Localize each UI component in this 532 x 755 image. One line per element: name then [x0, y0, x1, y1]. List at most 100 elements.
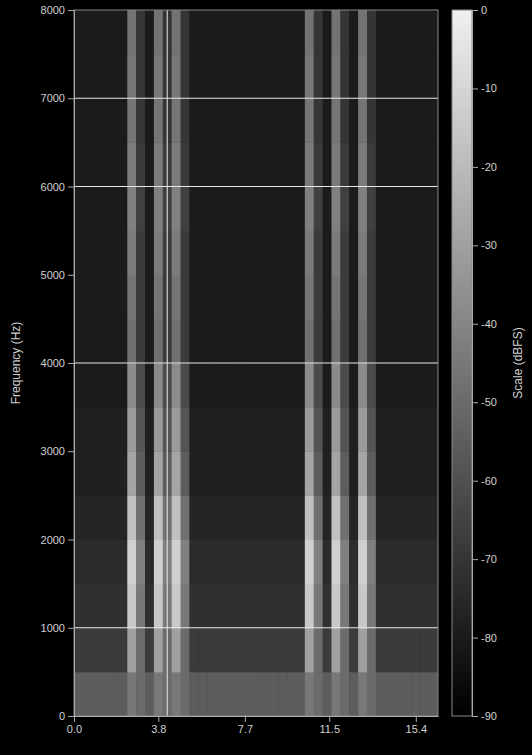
- cell: [331, 628, 340, 673]
- cell: [127, 407, 136, 452]
- cell: [172, 98, 181, 143]
- cell: [243, 584, 252, 629]
- cell: [269, 98, 278, 143]
- cell: [331, 584, 340, 629]
- cell: [252, 10, 261, 55]
- cell: [154, 10, 163, 55]
- cell: [394, 584, 403, 629]
- cell: [402, 319, 411, 364]
- cell: [269, 584, 278, 629]
- cell: [145, 187, 154, 232]
- cell: [260, 98, 269, 143]
- cell: [402, 672, 411, 716]
- cell: [74, 628, 83, 673]
- cell: [305, 54, 314, 99]
- cell: [189, 407, 198, 452]
- cell: [429, 540, 438, 585]
- cell: [376, 363, 385, 408]
- cell: [260, 275, 269, 320]
- cell: [260, 628, 269, 673]
- cell: [207, 98, 216, 143]
- cell: [278, 10, 287, 55]
- cell: [110, 54, 119, 99]
- cell: [402, 142, 411, 187]
- cell: [154, 628, 163, 673]
- cell: [154, 363, 163, 408]
- cell: [92, 231, 101, 276]
- cell: [136, 231, 145, 276]
- cell: [172, 319, 181, 364]
- plot-frame: [74, 10, 438, 716]
- cell: [331, 187, 340, 232]
- cell: [331, 363, 340, 408]
- cell: [74, 451, 83, 496]
- cell: [278, 54, 287, 99]
- tick: -80: [472, 632, 497, 644]
- cell: [429, 584, 438, 629]
- cell: [234, 142, 243, 187]
- cell: [278, 540, 287, 585]
- cell: [198, 54, 207, 99]
- cell: [92, 495, 101, 540]
- cell: [394, 672, 403, 716]
- tick-label: 0: [481, 4, 487, 16]
- cell: [234, 628, 243, 673]
- cell: [260, 495, 269, 540]
- cell: [83, 231, 92, 276]
- cell: [154, 54, 163, 99]
- cell: [260, 672, 269, 716]
- y-axis: 010002000300040005000600070008000: [41, 4, 75, 722]
- cell: [118, 231, 127, 276]
- cell: [172, 54, 181, 99]
- cell: [252, 584, 261, 629]
- cell: [323, 98, 332, 143]
- cell: [225, 451, 234, 496]
- cell: [74, 187, 83, 232]
- cell: [216, 540, 225, 585]
- cell: [127, 451, 136, 496]
- cell: [110, 231, 119, 276]
- cell: [243, 495, 252, 540]
- cell: [367, 451, 376, 496]
- cell: [296, 98, 305, 143]
- cell: [234, 54, 243, 99]
- cell: [198, 275, 207, 320]
- cell: [367, 495, 376, 540]
- cell: [269, 495, 278, 540]
- cell: [181, 142, 190, 187]
- cell: [323, 54, 332, 99]
- cell: [145, 275, 154, 320]
- cell: [260, 540, 269, 585]
- cell: [314, 187, 323, 232]
- cell: [296, 363, 305, 408]
- cell: [376, 54, 385, 99]
- cell: [402, 540, 411, 585]
- cell: [216, 54, 225, 99]
- tick-label: 0.0: [67, 723, 82, 735]
- tick-label: -60: [481, 475, 497, 487]
- cell: [385, 495, 394, 540]
- cell: [340, 231, 349, 276]
- cell: [323, 142, 332, 187]
- cell: [349, 584, 358, 629]
- cell: [189, 231, 198, 276]
- cell: [429, 10, 438, 55]
- cell: [385, 584, 394, 629]
- cell: [92, 10, 101, 55]
- cell: [358, 98, 367, 143]
- cell: [358, 319, 367, 364]
- cell: [429, 187, 438, 232]
- cell: [314, 672, 323, 716]
- tick-label: -90: [481, 710, 497, 722]
- cell: [74, 584, 83, 629]
- cell: [394, 319, 403, 364]
- tick-mark: [68, 540, 74, 541]
- cell: [269, 319, 278, 364]
- cell: [269, 672, 278, 716]
- cell: [296, 142, 305, 187]
- cell: [340, 363, 349, 408]
- cell: [269, 275, 278, 320]
- cell: [74, 142, 83, 187]
- cell: [154, 495, 163, 540]
- cell: [260, 319, 269, 364]
